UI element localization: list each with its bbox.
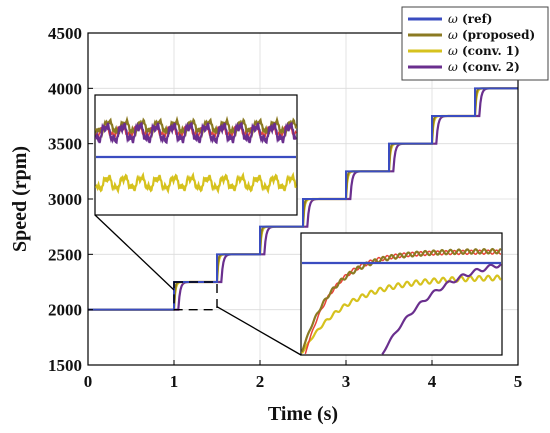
y-tick-label: 2500: [48, 245, 82, 264]
legend-entry: ω (conv. 1): [448, 44, 520, 58]
legend-label: (conv. 1): [458, 44, 520, 58]
inset-2-proposed: [300, 247, 502, 353]
inset-2-conv1: [301, 274, 502, 354]
x-tick-label: 3: [342, 372, 351, 391]
legend-label: (proposed): [458, 28, 535, 42]
x-axis-title: Time (s): [268, 403, 338, 425]
x-tick-label: 1: [170, 372, 179, 391]
y-tick-label: 4000: [48, 79, 82, 98]
inset-steady-state: [94, 94, 298, 216]
x-tick-label: 2: [256, 372, 265, 391]
legend-symbol: ω: [448, 28, 458, 42]
x-tick-label: 4: [428, 372, 437, 391]
y-axis-title: Speed (rpm): [9, 146, 31, 252]
y-tick-label: 3000: [48, 190, 82, 209]
inset-transient: [300, 232, 503, 356]
axis-ticks: 0 1 2 3 4 5 1500 2000 2500 3000 3500 4000 4500: [48, 24, 522, 391]
y-tick-label: 1500: [48, 356, 82, 375]
legend-symbol: ω: [448, 44, 458, 58]
y-tick-label: 2000: [48, 301, 82, 320]
y-tick-label: 4500: [48, 24, 82, 43]
inset-1-conv2: [94, 121, 297, 145]
inset-2-connector: [216, 306, 302, 356]
zoom-rectangle: [173, 281, 218, 311]
legend-entry: ω (ref): [448, 12, 492, 26]
legend-symbol: ω: [448, 60, 458, 74]
legend-label: (ref): [458, 12, 493, 26]
legend-entry: ω (conv. 2): [448, 60, 520, 74]
y-tick-label: 3500: [48, 135, 82, 154]
legend-label: (conv. 2): [458, 60, 520, 74]
legend-entry: ω (proposed): [448, 28, 535, 42]
inset-2-conv2: [381, 263, 502, 355]
inset-1-conv1: [94, 171, 297, 195]
legend: ω (ref)ω (proposed)ω (conv. 1)ω (conv. 2…: [401, 6, 549, 81]
inset-1-connector: [94, 214, 175, 291]
inset-1-frame: [94, 94, 298, 216]
inset-1-proposed: [94, 115, 298, 139]
x-tick-label: 0: [84, 372, 93, 391]
zoom-region-box: [94, 214, 302, 356]
x-tick-label: 5: [514, 372, 523, 391]
legend-symbol: ω: [448, 12, 458, 26]
